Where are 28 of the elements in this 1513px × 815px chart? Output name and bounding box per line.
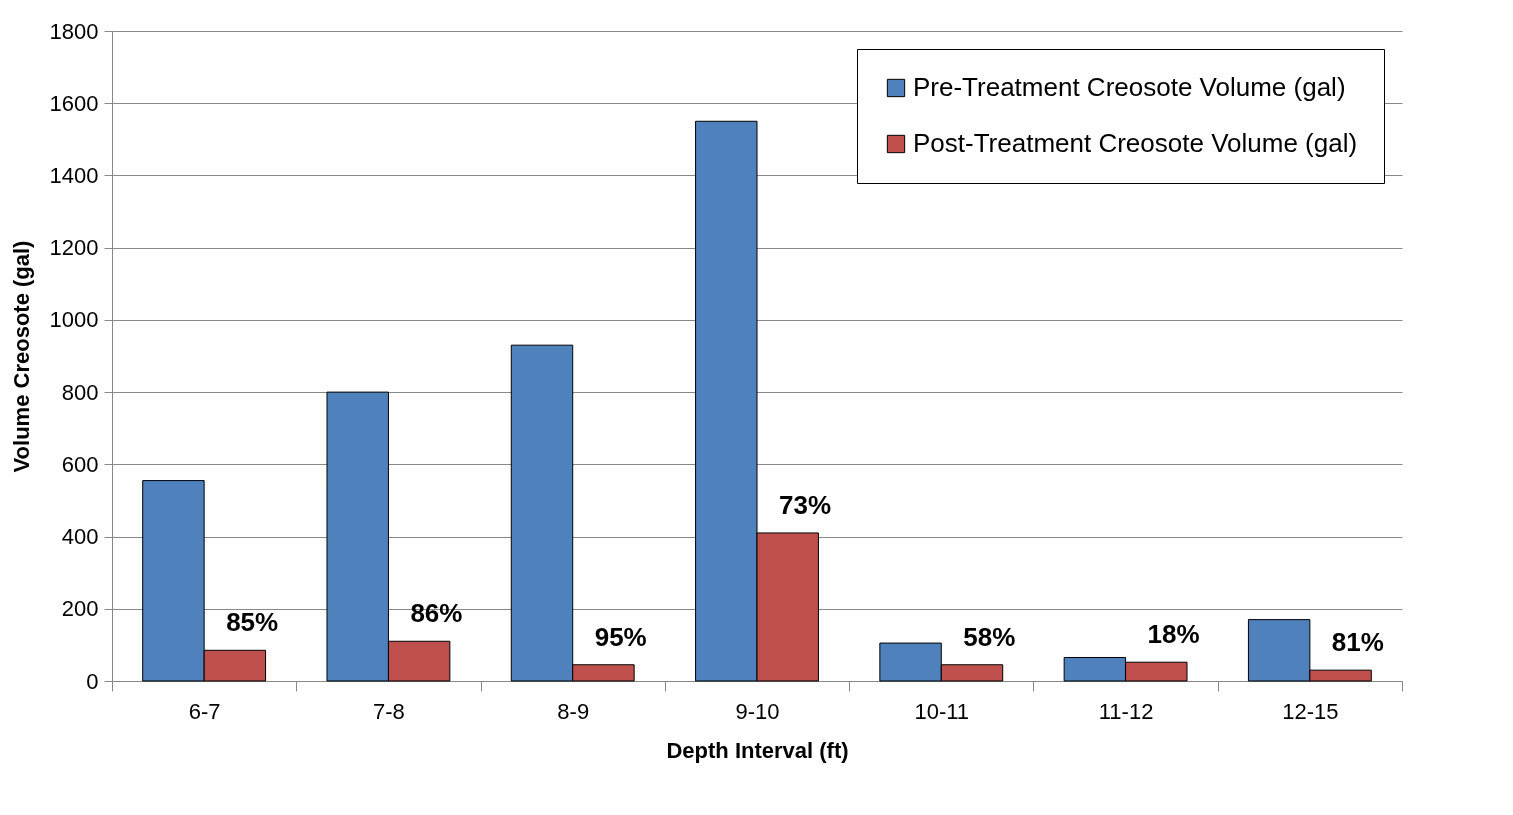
- y-tick-label: 200: [61, 596, 99, 622]
- annotation: 18%: [1147, 619, 1200, 650]
- annotation: 85%: [226, 607, 279, 638]
- annotation: 58%: [963, 621, 1016, 652]
- x-tick-label: 10-11: [914, 698, 970, 724]
- x-tick-label: 12-15: [1282, 698, 1339, 724]
- y-tick-label: 1000: [49, 307, 99, 333]
- y-tick-label: 600: [61, 451, 99, 477]
- x-tick-label: 8-9: [557, 698, 590, 724]
- legend-label: Pre-Treatment Creosote Volume (gal): [913, 72, 1346, 102]
- y-tick-label: 400: [61, 524, 99, 550]
- x-axis-title: Depth Interval (ft): [666, 737, 849, 763]
- y-tick-label: 1400: [49, 162, 99, 188]
- annotation: 86%: [410, 598, 463, 629]
- y-tick-label: 0: [86, 668, 99, 694]
- annotation: 95%: [594, 621, 647, 652]
- y-tick-label: 1800: [49, 18, 99, 44]
- y-tick-label: 800: [61, 379, 99, 405]
- x-tick-label: 7-8: [373, 698, 405, 724]
- annotation: 73%: [778, 489, 832, 520]
- y-axis-title: Volume Creosote (gal): [8, 240, 34, 473]
- y-tick-label: 1200: [49, 235, 99, 261]
- annotation: 81%: [1331, 627, 1384, 658]
- x-tick-label: 9-10: [735, 698, 780, 724]
- x-tick-label: 6-7: [188, 698, 221, 724]
- x-tick-label: 11-12: [1098, 698, 1154, 724]
- y-tick-label: 1600: [49, 90, 99, 116]
- legend-label: Post-Treatment Creosote Volume (gal): [913, 128, 1358, 158]
